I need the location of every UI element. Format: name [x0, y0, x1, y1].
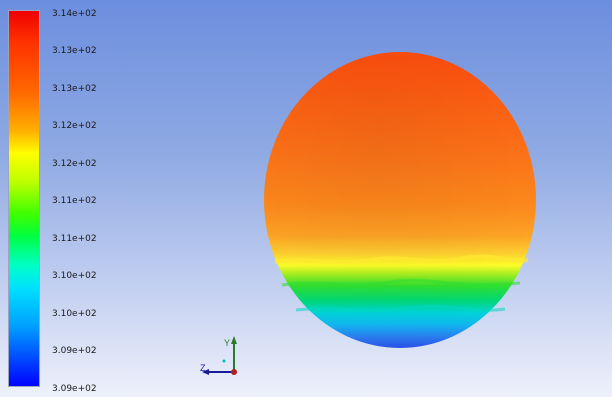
legend-label: 3.10e+02: [52, 309, 97, 319]
legend-label: 3.11e+02: [52, 196, 97, 206]
legend-label: 3.10e+02: [52, 271, 97, 281]
contour-band-line: [295, 304, 506, 312]
legend-label: 3.09e+02: [52, 384, 97, 394]
legend-label: 3.09e+02: [52, 346, 97, 356]
legend-label: 3.14e+02: [52, 9, 97, 19]
axes-triad: Y Z: [196, 334, 246, 382]
axis-y-label: Y: [224, 338, 230, 348]
contour-band-line: [281, 278, 521, 287]
contour-band-line: [274, 254, 529, 265]
legend-label: 3.13e+02: [52, 46, 97, 56]
legend-label: 3.11e+02: [52, 234, 97, 244]
legend-label: 3.13e+02: [52, 84, 97, 94]
color-legend-bar: [8, 10, 40, 387]
axis-z-label: Z: [200, 363, 206, 373]
contour-disc-shade: [264, 52, 536, 348]
legend-label: 3.12e+02: [52, 159, 97, 169]
legend-label: 3.12e+02: [52, 121, 97, 131]
